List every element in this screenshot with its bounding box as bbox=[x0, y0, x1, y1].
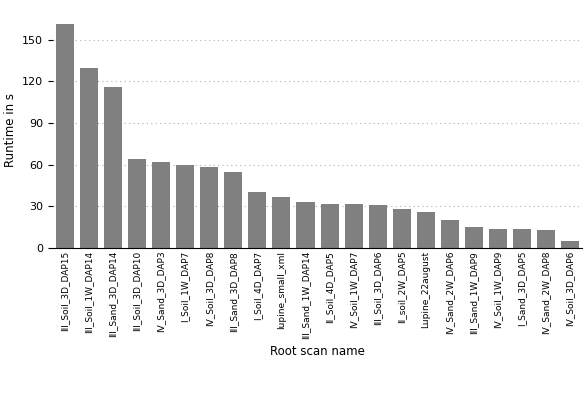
Bar bbox=[537, 230, 555, 248]
Bar bbox=[489, 228, 507, 248]
Bar bbox=[201, 168, 218, 248]
Bar bbox=[272, 197, 290, 248]
Bar bbox=[393, 209, 411, 248]
Bar bbox=[345, 204, 363, 248]
Bar bbox=[128, 159, 146, 248]
Bar bbox=[561, 241, 579, 248]
Bar bbox=[56, 24, 74, 248]
Bar bbox=[224, 172, 242, 248]
Bar bbox=[513, 228, 531, 248]
Bar bbox=[465, 227, 483, 248]
Bar bbox=[104, 87, 122, 248]
Bar bbox=[296, 202, 315, 248]
Bar bbox=[369, 205, 387, 248]
Y-axis label: Runtime in s: Runtime in s bbox=[4, 93, 16, 167]
Bar bbox=[417, 212, 435, 248]
Bar bbox=[176, 165, 194, 248]
X-axis label: Root scan name: Root scan name bbox=[270, 345, 365, 358]
Bar bbox=[152, 162, 170, 248]
Bar bbox=[80, 68, 98, 248]
Bar bbox=[248, 192, 266, 248]
Bar bbox=[320, 204, 339, 248]
Bar bbox=[441, 220, 459, 248]
